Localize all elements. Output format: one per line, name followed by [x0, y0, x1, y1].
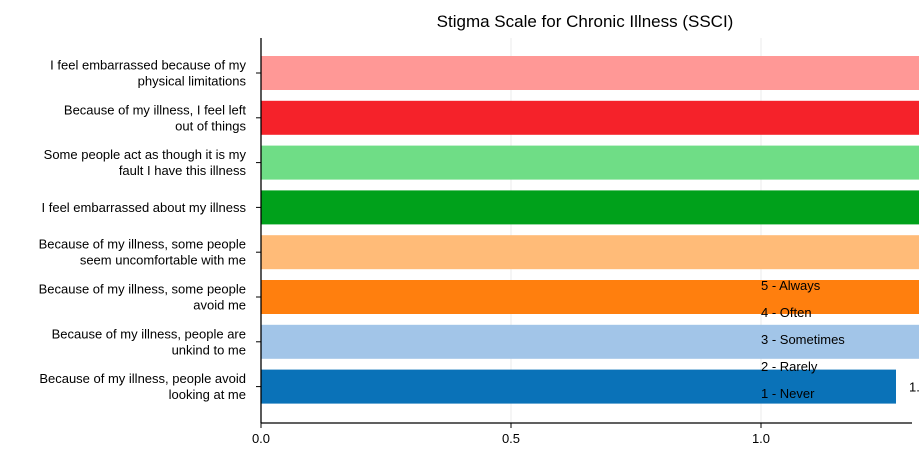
bar [261, 324, 919, 359]
bar [261, 100, 919, 135]
category-label-line: Because of my illness, some people [39, 237, 246, 252]
chart-title: Stigma Scale for Chronic Illness (SSCI) [437, 12, 734, 31]
category-labels: I feel embarrassed because of my physical… [39, 58, 247, 403]
category-label: I feel embarrassed because of my physical… [50, 58, 246, 89]
category-label-line: Because of my illness, I feel left [64, 102, 246, 117]
value-label: 1.27 [909, 380, 919, 395]
scale-legend-item: 5 - Always [761, 278, 821, 293]
scale-legend-item: 1 - Never [761, 386, 815, 401]
bar [261, 280, 919, 314]
category-label-line: I feel embarrassed because of my [50, 58, 246, 73]
category-label-line: avoid me [193, 298, 246, 313]
category-label: Because of my illness, I feel left out of… [64, 102, 247, 133]
bar [261, 235, 919, 270]
category-label-line: Some people act as though it is my [44, 147, 247, 162]
category-label-line: Because of my illness, people are [52, 326, 246, 341]
bar [261, 145, 919, 180]
category-label: Because of my illness, some people seem u… [39, 237, 246, 268]
scale-legend-item: 3 - Sometimes [761, 332, 845, 347]
category-label-line: Because of my illness, some people [39, 282, 246, 297]
category-label: Because of my illness, some people avoid … [39, 282, 246, 313]
category-label-line: fault I have this illness [119, 163, 247, 178]
category-label-line: Because of my illness, people avoid [39, 371, 246, 386]
scale-legend: 5 - Always 4 - Often 3 - Sometimes 2 - Rare… [761, 278, 845, 401]
category-label: I feel embarrassed about my illness [42, 200, 247, 215]
category-label-line: seem uncomfortable with me [80, 253, 246, 268]
axes: 0.00.51.01.52.02.5 [252, 38, 912, 446]
x-tick-label: 1.0 [752, 431, 770, 446]
category-label-line: I feel embarrassed about my illness [42, 200, 247, 215]
category-label: Because of my illness, people avoid looki… [39, 371, 246, 402]
bars-group [261, 56, 919, 404]
value-labels: 2.482.372.362.181.831.651.521.27 [909, 380, 919, 395]
x-tick-label: 0.5 [502, 431, 520, 446]
grid-lines [510, 38, 762, 423]
category-label: Some people act as though it is my fault … [44, 147, 247, 178]
category-label-line: out of things [175, 118, 246, 133]
category-label-line: looking at me [169, 387, 246, 402]
bar [261, 369, 896, 404]
scale-legend-item: 4 - Often [761, 305, 812, 320]
x-tick-label: 0.0 [252, 431, 270, 446]
scale-legend-item: 2 - Rarely [761, 359, 818, 374]
category-label-line: unkind to me [172, 342, 246, 357]
category-label-line: physical limitations [138, 74, 247, 89]
bar [261, 190, 919, 225]
category-label: Because of my illness, people are unkind … [52, 326, 246, 357]
bar [261, 56, 919, 90]
